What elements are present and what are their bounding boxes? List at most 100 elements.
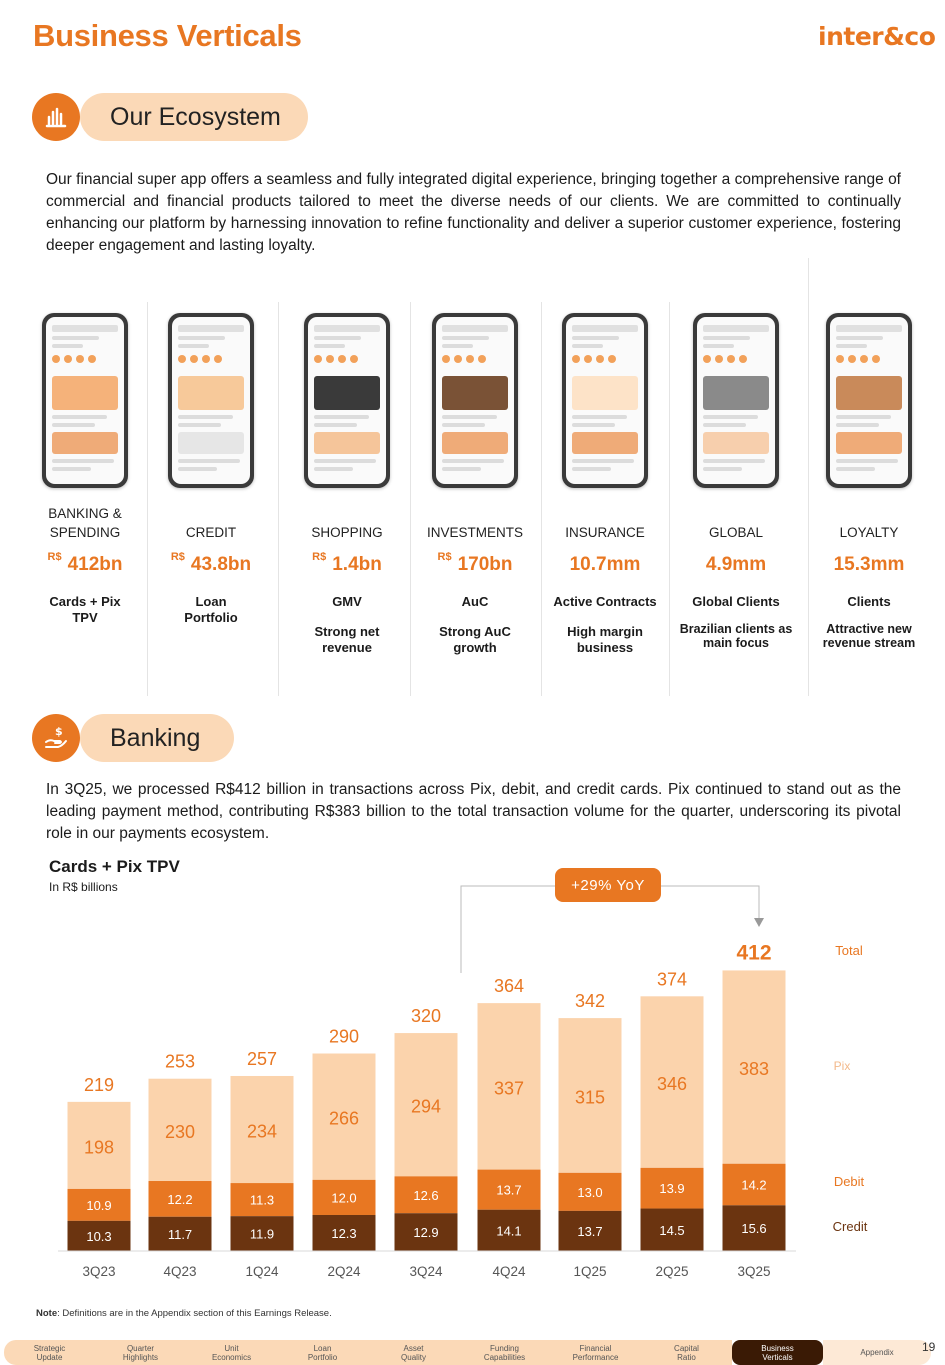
x-tick-label: 4Q23 (163, 1264, 196, 1279)
vertical-value: 10.7mm (540, 554, 670, 580)
screen-detail (314, 467, 353, 471)
vertical-metric-label: GMV (332, 594, 362, 609)
vertical-name: LOYALTY (839, 525, 899, 540)
total-value-label: 290 (329, 1027, 359, 1047)
footer-tab-appendix[interactable]: Appendix (823, 1340, 931, 1365)
pix-bar (394, 1033, 458, 1177)
pix-value-label: 346 (657, 1074, 687, 1094)
screen-detail (350, 355, 358, 363)
screen-detail (442, 423, 485, 427)
vertical-name: SHOPPING (311, 525, 383, 540)
x-tick-label: 3Q23 (82, 1264, 115, 1279)
footer-tab-text: Loan (313, 1343, 332, 1353)
yoy-connector-right (661, 885, 760, 920)
chart-subtitle: In R$ billions (49, 880, 118, 894)
footer-tab-funding-capabilities[interactable]: Funding Capabilities (459, 1340, 550, 1365)
footer-tab-text: Update (36, 1352, 63, 1362)
screen-detail (50, 352, 120, 371)
screen-detail (572, 336, 619, 340)
pix-bar (148, 1078, 212, 1182)
x-tick-label: 4Q24 (492, 1264, 526, 1279)
yoy-arrow-head (754, 918, 764, 927)
yoy-badge: +29% YoY (555, 868, 661, 902)
pix-bar (722, 970, 786, 1164)
screen-detail (314, 432, 380, 454)
vertical-metric: 4.9mm (705, 554, 767, 575)
credit-value-label: 11.9 (250, 1227, 274, 1242)
footer-tab-strategic-update[interactable]: Strategic Update (4, 1340, 95, 1365)
screen-detail (836, 376, 902, 410)
screen-detail (572, 423, 615, 427)
footer-tab-text: Strategic (33, 1343, 66, 1353)
footer-tab-capital-ratio[interactable]: Capital Ratio (641, 1340, 732, 1365)
pix-value-label: 234 (247, 1122, 277, 1142)
vertical-column: CREDIT R$ 43.8bn Loan Portfolio (146, 502, 276, 626)
screen-detail (442, 355, 450, 363)
pix-value-label: 198 (84, 1137, 114, 1157)
debit-value-label: 10.9 (86, 1198, 111, 1213)
screen-detail (572, 432, 638, 454)
credit-bar (722, 1205, 786, 1251)
screen-detail (572, 355, 580, 363)
app-screenshot-phone (168, 313, 254, 488)
screen-detail (703, 336, 750, 340)
footer-tab-text: Funding (490, 1343, 519, 1353)
note-text: : Definitions are in the Appendix sectio… (57, 1308, 332, 1319)
screen-detail (202, 355, 210, 363)
screen-detail (190, 355, 198, 363)
screen-detail (64, 355, 72, 363)
pix-bar (640, 996, 704, 1168)
screen-detail (178, 344, 210, 348)
screen-detail (703, 415, 758, 419)
footer-tab-loan-portfolio[interactable]: Loan Portfolio (277, 1340, 368, 1365)
x-tick-label: 1Q24 (245, 1264, 279, 1279)
screen-detail (52, 344, 84, 348)
screen-detail (442, 415, 497, 419)
total-value-label: 342 (575, 991, 605, 1011)
debit-bar (477, 1169, 541, 1210)
debit-value-label: 13.0 (577, 1185, 602, 1200)
footer-tab-text: Verticals (762, 1352, 793, 1362)
screen-detail (572, 415, 627, 419)
vertical-value: 15.3mm (804, 554, 934, 580)
credit-value-label: 14.1 (496, 1223, 521, 1238)
pix-bar (67, 1101, 131, 1189)
credit-bar (640, 1208, 704, 1251)
tpv-chart: 10.3 10.9 198 219 3Q23 11.7 12.2 230 253 4Q23 11.9… (58, 885, 868, 1279)
footer-nav: Strategic Update Quarter Highlights Unit Econ… (0, 1340, 945, 1365)
footer-tab-text: Unit (224, 1343, 239, 1353)
credit-value-label: 13.7 (577, 1224, 602, 1239)
footer-tab-text: Asset (403, 1343, 424, 1353)
vertical-column: INVESTMENTS R$ 170bn AuC Strong AuC growth (410, 502, 540, 656)
footer-tab-text: Ratio (677, 1352, 696, 1362)
footer-tab-quarter-highlights[interactable]: Quarter Highlights (95, 1340, 186, 1365)
legend-debit: Debit (834, 1174, 865, 1189)
credit-bar (558, 1210, 622, 1251)
screen-detail (739, 355, 747, 363)
footer-tab-unit-economics[interactable]: Unit Economics (186, 1340, 277, 1365)
credit-value-label: 10.3 (86, 1229, 111, 1244)
app-screenshot-phone (826, 313, 912, 488)
app-screenshot-phone (304, 313, 390, 488)
vertical-highlight: High margin business (567, 624, 643, 655)
footer-tab-text: Quarter (126, 1343, 155, 1353)
screen-detail (314, 376, 380, 410)
screen-detail (572, 459, 635, 463)
app-screen (830, 317, 908, 484)
screen-detail (314, 325, 380, 332)
vertical-value: R$ 170bn (410, 551, 540, 580)
vertical-metric-label: Global Clients (692, 594, 780, 609)
screen-detail (478, 355, 486, 363)
footer-tab-asset-quality[interactable]: Asset Quality (368, 1340, 459, 1365)
screen-detail (703, 467, 742, 471)
screen-detail (584, 355, 592, 363)
footer-tab-financial-performance[interactable]: Financial Performance (550, 1340, 641, 1365)
screen-detail (52, 459, 115, 463)
vertical-column: BANKING & SPENDING R$ 412bn Cards + Pix TPV (20, 502, 150, 626)
footer-tab-text: Highlights (122, 1352, 159, 1362)
total-value-label: 257 (247, 1049, 277, 1069)
screen-detail (454, 355, 462, 363)
footer-tab-business-verticals[interactable]: Business Verticals (732, 1340, 823, 1365)
screen-detail (703, 423, 746, 427)
vertical-metric-label: Loan Portfolio (184, 594, 238, 625)
